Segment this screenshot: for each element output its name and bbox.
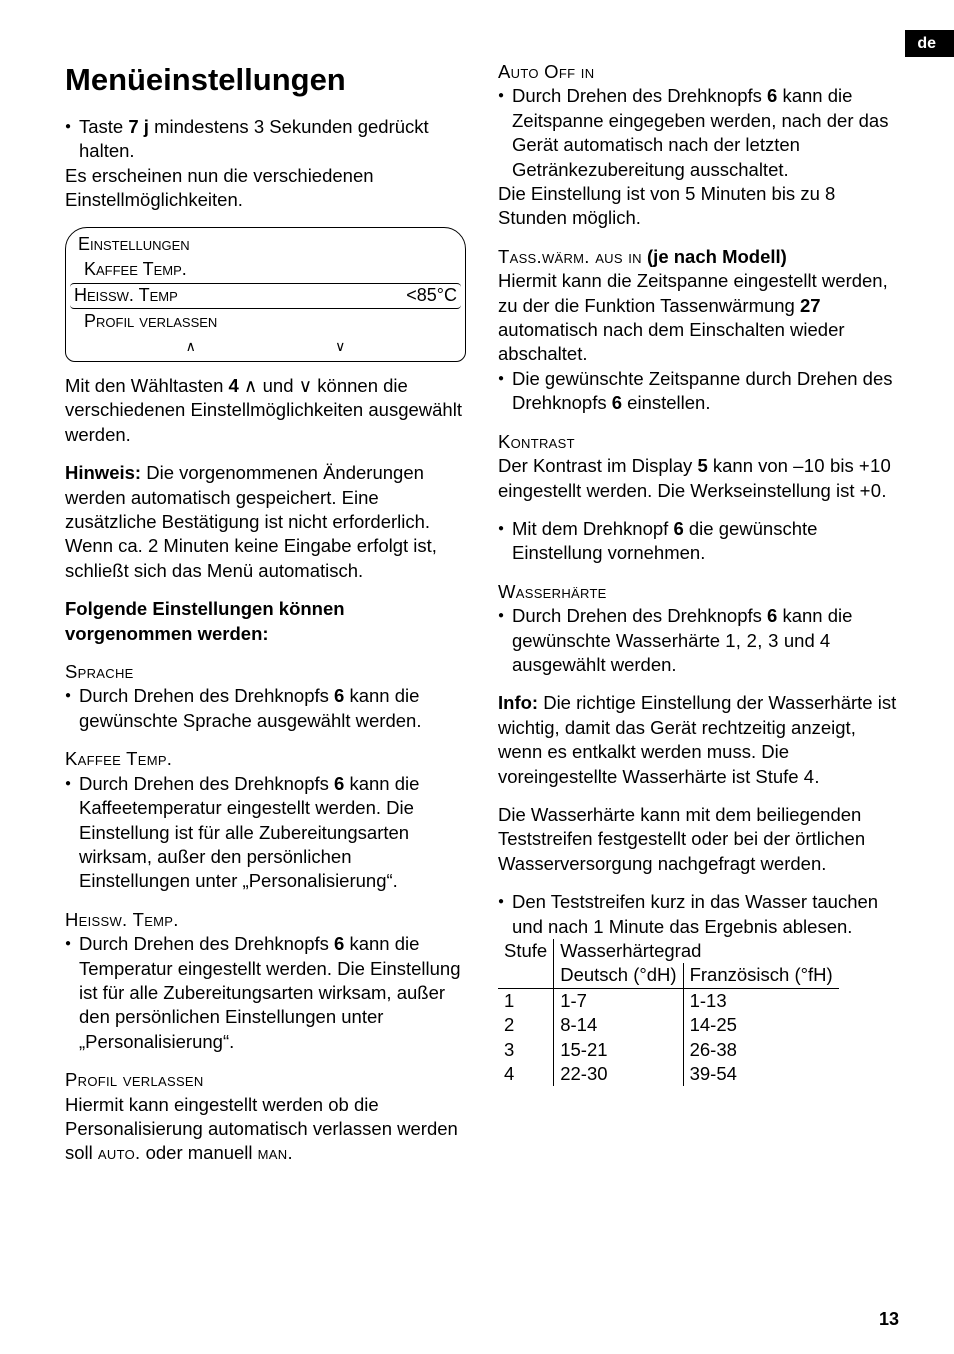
box-sel-right: <85°C xyxy=(406,284,457,308)
kaffee-heading: Kaffee Temp. xyxy=(65,747,466,771)
kaffee-bullet: Durch Drehen des Drehknopfs 6 kann die K… xyxy=(65,772,466,894)
auto-paragraph: Die Einstellung ist von 5 Minuten bis zu… xyxy=(498,182,899,231)
profil-paragraph: Hiermit kann eingestellt werden ob die P… xyxy=(65,1093,466,1166)
heissw-heading: Heissw. Temp. xyxy=(65,908,466,932)
auto-bullet: Durch Drehen des Drehknopfs 6 kann die Z… xyxy=(498,84,899,182)
tass-bullet: Die gewünschte Zeitspanne durch Drehen d… xyxy=(498,367,899,416)
wasser-p2: Die Wasserhärte kann mit dem beiliegende… xyxy=(498,803,899,876)
th-fr: Französisch (°fH) xyxy=(683,963,839,988)
box-row-1: Einstellungen xyxy=(76,232,455,258)
th-de: Deutsch (°dH) xyxy=(554,963,683,988)
profil-heading: Profil verlassen xyxy=(65,1068,466,1092)
table-row: 422-3039-54 xyxy=(498,1062,839,1086)
table-row: 315-2126-38 xyxy=(498,1038,839,1062)
th-grad: Wasserhärtegrad xyxy=(554,939,839,963)
wasser-test-bullet: Den Teststreifen kurz in das Wasser tauc… xyxy=(498,890,899,939)
tass-heading: Tass.wärm. aus in (je nach Modell) xyxy=(498,245,899,269)
heissw-bullet: Durch Drehen des Drehknopfs 6 kann die T… xyxy=(65,932,466,1054)
sprache-bullet: Durch Drehen des Drehknopfs 6 kann die g… xyxy=(65,684,466,733)
page-title: Menüeinstellungen xyxy=(65,60,466,101)
kontrast-paragraph: Der Kontrast im Display 5 kann von –10 b… xyxy=(498,454,899,503)
chevron-down-icon: ∨ xyxy=(335,337,345,355)
auto-heading: Auto Off in xyxy=(498,60,899,84)
chevron-up-icon: ∧ xyxy=(186,337,196,355)
folgende-heading: Folgende Einstellungen können vorgenomme… xyxy=(65,597,466,646)
intro-bullet: Taste 7 j mindestens 3 Sekunden gedrückt… xyxy=(65,115,466,164)
intro-paragraph: Es erscheinen nun die verschiedenen Eins… xyxy=(65,164,466,213)
box-row-4: Profil verlassen xyxy=(76,309,455,335)
sprache-heading: Sprache xyxy=(65,660,466,684)
wasser-heading: Wasserhärte xyxy=(498,580,899,604)
box-sel-left: Heissw. Temp xyxy=(74,284,178,308)
th-stufe: Stufe xyxy=(498,939,554,963)
right-column: Auto Off in Durch Drehen des Drehknopfs … xyxy=(498,60,899,1166)
after-box-paragraph: Mit den Wähltasten 4 ∧ und ∨ können die … xyxy=(65,374,466,447)
hinweis-paragraph: Hinweis: Die vorgenommenen Änderungen we… xyxy=(65,461,466,583)
display-box: Einstellungen Kaffee Temp. Heissw. Temp … xyxy=(65,227,466,362)
page-number: 13 xyxy=(879,1308,899,1332)
language-tab: de xyxy=(905,30,954,57)
table-row: 11-71-13 xyxy=(498,988,839,1013)
kontrast-bullet: Mit dem Drehknopf 6 die gewünschte Einst… xyxy=(498,517,899,566)
tass-paragraph: Hiermit kann die Zeitspanne eingestellt … xyxy=(498,269,899,367)
box-row-2: Kaffee Temp. xyxy=(76,257,455,283)
info-paragraph: Info: Die richtige Einstellung der Wasse… xyxy=(498,691,899,789)
table-row: 28-1414-25 xyxy=(498,1013,839,1037)
box-selected-row: Heissw. Temp <85°C xyxy=(70,283,461,309)
water-hardness-table: Stufe Wasserhärtegrad Deutsch (°dH) Fran… xyxy=(498,939,839,1086)
wasser-bullet: Durch Drehen des Drehknopfs 6 kann die g… xyxy=(498,604,899,677)
kontrast-heading: Kontrast xyxy=(498,430,899,454)
left-column: Menüeinstellungen Taste 7 j mindestens 3… xyxy=(65,60,466,1166)
